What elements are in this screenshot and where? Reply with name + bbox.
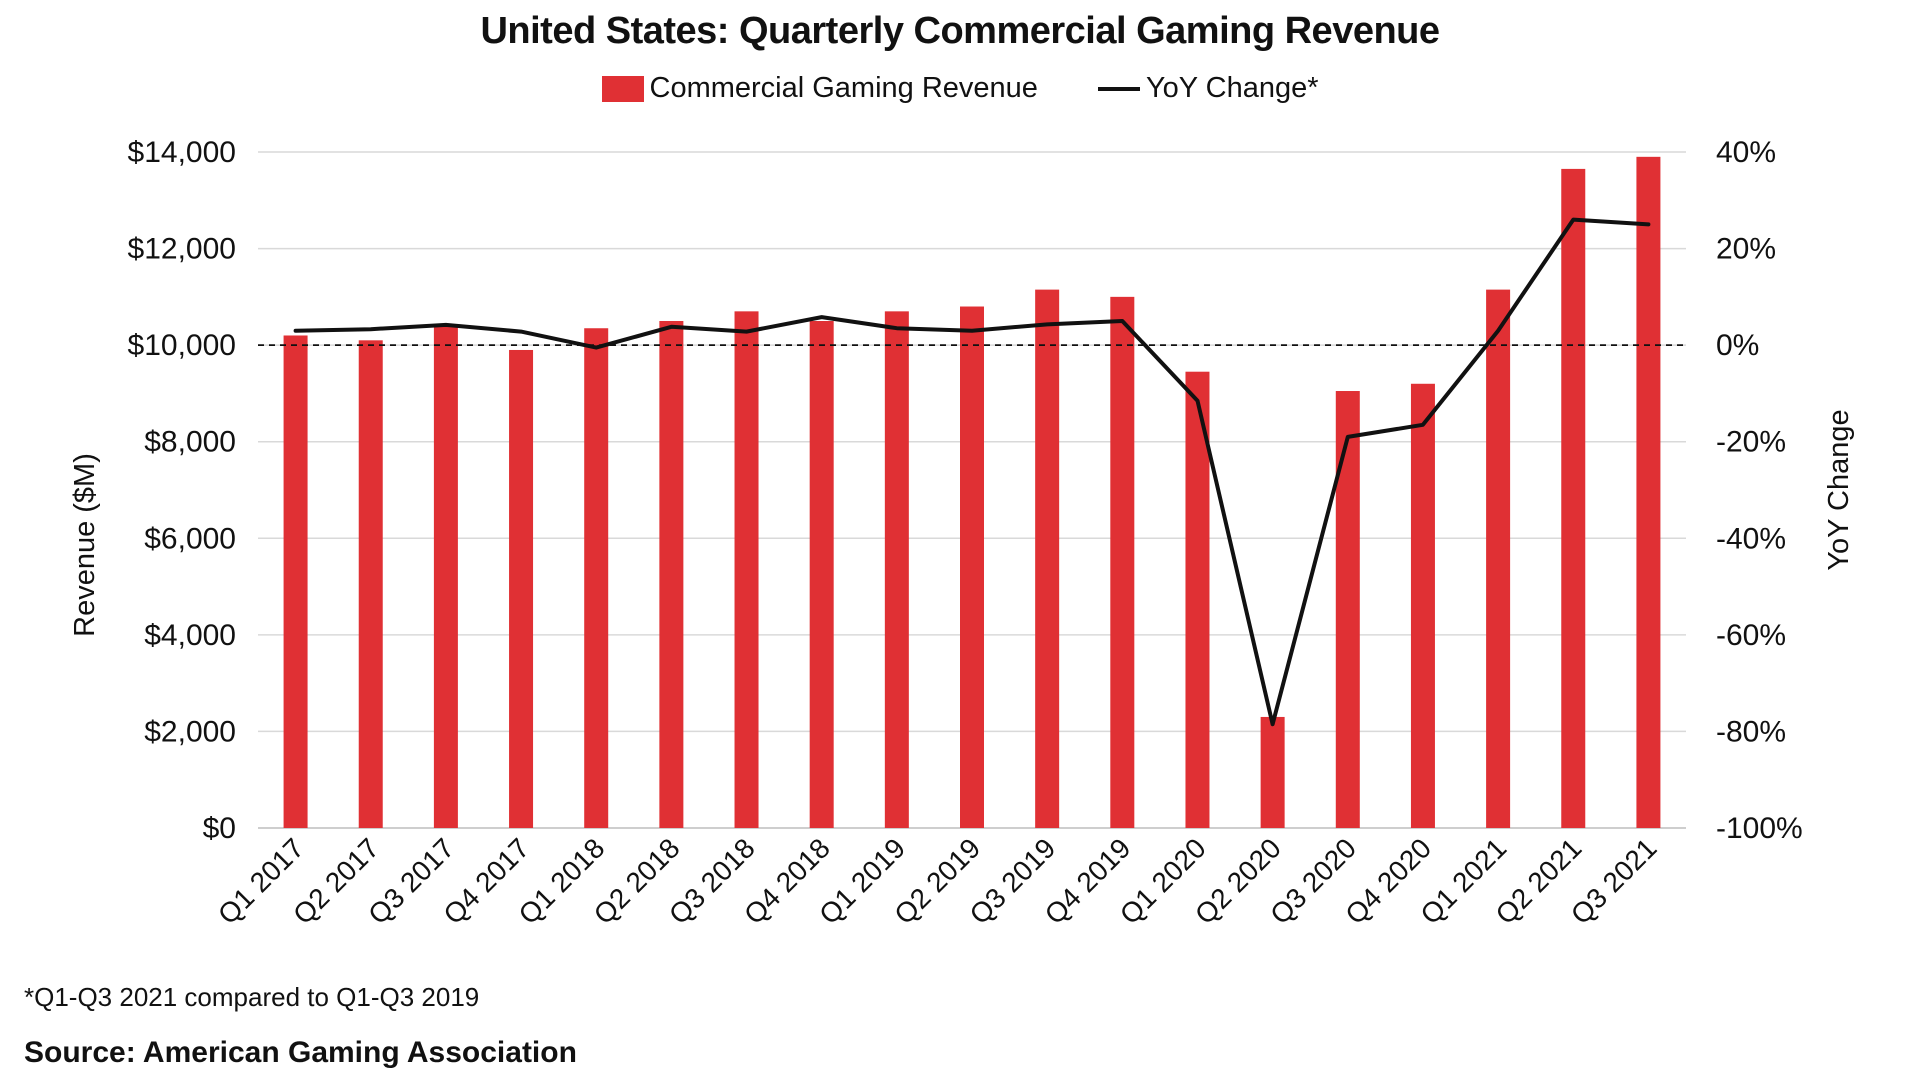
y-tick-label-right: -100% <box>1716 812 1803 845</box>
y-tick-label-left: $2,000 <box>144 715 236 748</box>
y-axis-left-ticks: $0 $2,000 $4,000 $6,000 $8,000 $10,000 $12,000… <box>128 136 236 845</box>
revenue-bar <box>1260 716 1285 828</box>
y-tick-label-left: $10,000 <box>128 329 236 362</box>
revenue-bar <box>1035 289 1060 829</box>
y-tick-label-right: -40% <box>1716 522 1786 555</box>
legend-item-yoy: YoY Change* <box>1097 72 1319 105</box>
legend-label-revenue: Commercial Gaming Revenue <box>649 72 1038 104</box>
y-tick-label-right: -20% <box>1716 426 1786 459</box>
y-axis-left-title: Revenue ($M) <box>69 453 101 637</box>
revenue-bars <box>283 156 1661 829</box>
y-tick-label-right: 0% <box>1716 329 1759 362</box>
y-tick-label-left: $0 <box>203 812 236 845</box>
y-tick-label-right: -60% <box>1716 619 1786 652</box>
revenue-bar <box>1410 383 1435 828</box>
y-tick-label-left: $6,000 <box>144 522 236 555</box>
revenue-bar <box>433 325 458 828</box>
y-tick-label-left: $14,000 <box>128 136 236 169</box>
revenue-bar <box>1110 296 1135 828</box>
legend-label-yoy: YoY Change* <box>1145 72 1319 104</box>
revenue-bar <box>1185 371 1210 828</box>
revenue-bar <box>884 311 909 828</box>
y-tick-label-left: $12,000 <box>128 233 236 266</box>
revenue-bar <box>509 349 534 828</box>
revenue-bar <box>584 328 609 828</box>
revenue-bar <box>283 335 308 828</box>
legend-swatch-yoy <box>1097 86 1140 91</box>
legend-swatch-revenue <box>601 75 644 102</box>
yoy-line <box>293 217 1651 727</box>
revenue-bar <box>659 321 684 828</box>
legend: Commercial Gaming Revenue YoY Change* <box>0 72 1920 105</box>
y-tick-label-left: $4,000 <box>144 619 236 652</box>
legend-item-revenue: Commercial Gaming Revenue <box>601 72 1038 105</box>
revenue-bar <box>1486 289 1511 829</box>
revenue-bar <box>734 311 759 828</box>
source-note: Source: American Gaming Association <box>24 1036 577 1069</box>
revenue-bar <box>358 340 383 828</box>
revenue-bar <box>1561 168 1586 828</box>
y-tick-label-left: $8,000 <box>144 426 236 459</box>
revenue-bar <box>1335 391 1360 828</box>
y-tick-label-right: 40% <box>1716 136 1776 169</box>
y-tick-label-right: 20% <box>1716 233 1776 266</box>
footnote: *Q1-Q3 2021 compared to Q1-Q3 2019 <box>24 982 480 1012</box>
revenue-bar <box>1636 156 1661 829</box>
revenue-bar <box>960 306 984 828</box>
revenue-bar <box>809 321 834 828</box>
chart-title: United States: Quarterly Commercial Gami… <box>480 10 1440 52</box>
y-axis-right-title: YoY Change <box>1823 409 1855 570</box>
y-tick-label-right: -80% <box>1716 715 1786 748</box>
y-axis-right-ticks: -100% -80% -60% -40% -20% 0% 20% 40% <box>1716 136 1803 845</box>
